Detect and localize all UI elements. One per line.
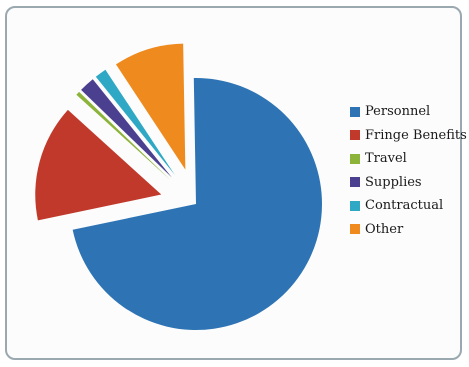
pie-slice-contractual: [95, 69, 175, 175]
legend-label-supplies: Supplies: [365, 174, 422, 190]
pie-slice-personnel: [72, 78, 322, 331]
legend-label-contractual: Contractual: [365, 198, 444, 214]
legend-item-fringe-benefits: Fringe Benefits: [350, 128, 467, 143]
legend-item-travel: Travel: [350, 151, 467, 166]
legend-label-personnel: Personnel: [365, 104, 431, 119]
legend: Personnel Fringe Benefits Travel Supplie…: [350, 104, 467, 246]
legend-item-supplies: Supplies: [350, 175, 467, 190]
pie-slice-fringe-benefits: [35, 109, 162, 221]
legend-item-contractual: Contractual: [350, 198, 467, 213]
legend-label-fringe-benefits: Fringe Benefits: [365, 127, 467, 143]
pie-slice-supplies: [81, 79, 172, 178]
legend-swatch-supplies: [350, 177, 360, 188]
legend-item-personnel: Personnel: [350, 104, 467, 119]
legend-swatch-other: [350, 224, 360, 235]
legend-swatch-personnel: [350, 106, 360, 117]
pie-slice-other: [115, 43, 186, 170]
legend-swatch-contractual: [350, 200, 360, 211]
legend-swatch-fringe-benefits: [350, 130, 360, 141]
legend-label-other: Other: [365, 221, 404, 237]
legend-swatch-travel: [350, 153, 360, 164]
legend-label-travel: Travel: [365, 151, 407, 167]
legend-item-other: Other: [350, 222, 467, 237]
pie-slice-travel: [76, 91, 170, 180]
